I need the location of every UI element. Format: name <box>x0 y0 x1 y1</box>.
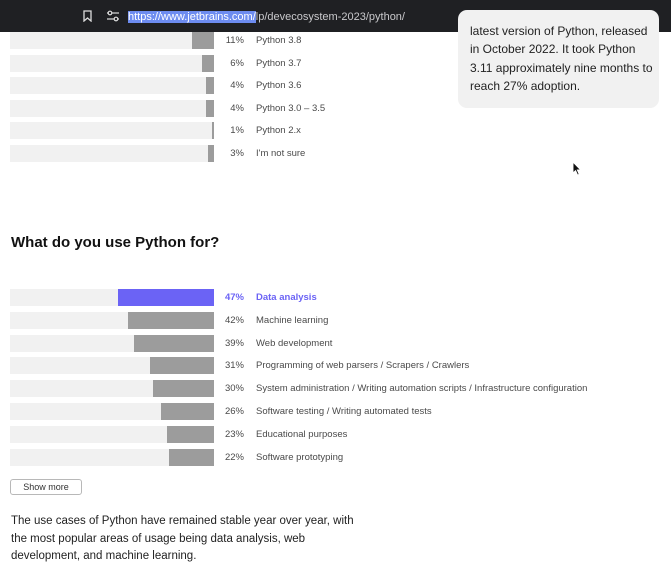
bar-percent: 3% <box>230 148 244 159</box>
bar-label: Software testing / Writing automated tes… <box>256 406 432 417</box>
bar-label: Machine learning <box>256 314 329 326</box>
bar-fill <box>169 448 214 466</box>
bookmark-icon[interactable] <box>83 10 92 22</box>
bar-percent: 4% <box>230 80 244 92</box>
bar-fill <box>192 32 214 49</box>
bar-label: Web development <box>256 337 333 349</box>
bar-label: Python 3.0 – 3.5 <box>256 102 326 114</box>
bar-track <box>10 32 214 49</box>
site-settings-icon[interactable] <box>106 10 120 22</box>
bar-fill <box>161 403 214 420</box>
bar-track <box>10 448 214 466</box>
bar-label: I'm not sure <box>256 148 306 159</box>
bar-percent: 4% <box>230 102 244 114</box>
bar-label: Python 3.7 <box>256 57 302 69</box>
bar-label: Educational purposes <box>256 428 348 440</box>
section-title: What do you use Python for? <box>11 234 220 251</box>
bar-percent: 47% <box>224 292 244 303</box>
bar-label: Python 3.8 <box>256 35 302 46</box>
bar-percent: 42% <box>224 314 244 326</box>
bar-percent: 26% <box>224 406 244 417</box>
bar-fill <box>167 425 214 443</box>
url-path-text: lp/devecosystem-2023/python/ <box>255 11 405 23</box>
bar-fill <box>212 122 214 140</box>
summary-text: The use cases of Python have remained st… <box>11 515 354 562</box>
bar-track <box>10 425 214 443</box>
bar-percent: 23% <box>224 428 244 440</box>
show-more-button[interactable]: Show more <box>10 479 82 495</box>
bar-track <box>10 311 214 329</box>
bar-percent: 1% <box>230 125 244 137</box>
bar-track <box>10 380 214 398</box>
bar-percent: 30% <box>224 383 244 395</box>
bar-track <box>10 334 214 352</box>
bar-track <box>10 403 214 420</box>
bar-fill <box>134 334 214 352</box>
bar-label: Software prototyping <box>256 451 344 463</box>
bar-fill <box>206 99 214 117</box>
callout-text: latest version of Python, released in Oc… <box>470 24 653 93</box>
bar-track <box>10 122 214 140</box>
bar-fill <box>128 311 214 329</box>
bar-percent: 11% <box>225 35 244 46</box>
bar-percent: 31% <box>224 360 244 372</box>
bar-track <box>10 145 214 162</box>
bar-percent: 6% <box>230 57 244 69</box>
bar-percent: 22% <box>224 451 244 463</box>
bar-fill <box>208 145 214 162</box>
bar-fill <box>153 380 214 398</box>
bar-track <box>10 77 214 95</box>
bar-label: Python 2.x <box>256 125 301 137</box>
url-selected-text: https://www.jetbrains.com/ <box>128 11 256 23</box>
bar-label: Python 3.6 <box>256 80 302 92</box>
bar-fill <box>150 357 214 375</box>
bar-track <box>10 54 214 72</box>
bar-fill <box>202 54 214 72</box>
bar-percent: 39% <box>224 337 244 349</box>
bar-track <box>10 357 214 375</box>
info-callout: latest version of Python, released in Oc… <box>458 10 659 108</box>
bar-fill <box>206 77 214 95</box>
bar-fill <box>118 289 214 306</box>
bar-label: System administration / Writing automati… <box>256 383 588 395</box>
url-field[interactable]: https://www.jetbrains.com/lp/devecosyste… <box>128 10 405 24</box>
bar-label: Programming of web parsers / Scrapers / … <box>256 360 470 372</box>
bar-track <box>10 99 214 117</box>
bar-track <box>10 289 214 306</box>
bar-label: Data analysis <box>256 292 317 303</box>
cursor-icon <box>572 161 582 176</box>
